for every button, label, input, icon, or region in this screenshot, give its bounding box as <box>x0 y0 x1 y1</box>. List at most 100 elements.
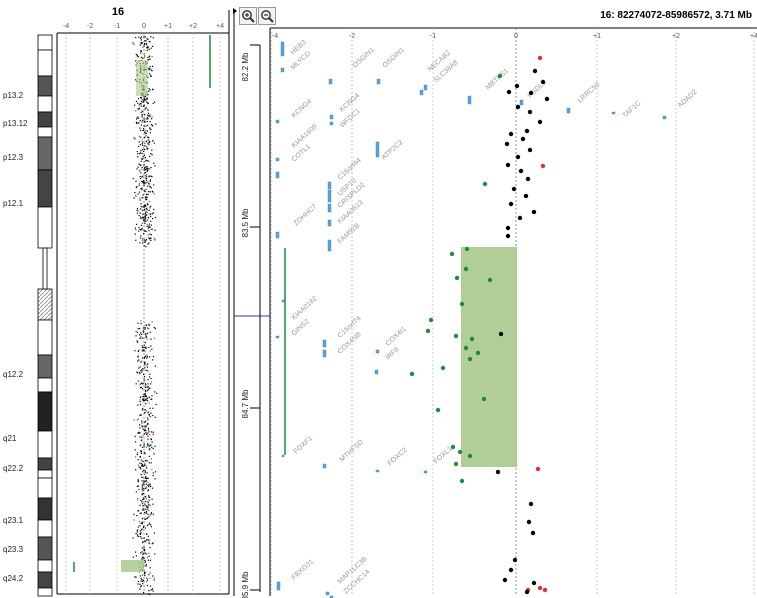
probe-point <box>145 369 147 371</box>
probe-point <box>149 67 151 69</box>
probe-point <box>149 356 151 358</box>
probe-point <box>147 109 149 111</box>
probe-point <box>148 73 151 75</box>
probe-point <box>146 517 148 519</box>
probe-point <box>151 149 153 151</box>
ideogram-band <box>37 469 53 479</box>
probe-point <box>145 433 148 435</box>
probe-point <box>140 111 142 113</box>
probe-point <box>142 497 144 499</box>
probe-point <box>139 586 142 588</box>
probe-point <box>435 407 441 413</box>
probe-point <box>149 407 151 409</box>
probe-point <box>149 559 152 561</box>
probe-point <box>154 445 156 447</box>
probe-point <box>141 42 143 44</box>
probe-point <box>440 365 446 371</box>
probe-point <box>146 108 148 110</box>
probe-point <box>139 175 141 178</box>
probe-point <box>137 117 140 119</box>
gene-box <box>329 114 334 120</box>
probe-point <box>140 462 143 465</box>
zoom-out-button[interactable] <box>258 7 276 25</box>
probe-point <box>143 220 146 222</box>
probe-point <box>143 483 145 485</box>
probe-point <box>138 367 140 369</box>
probe-point <box>151 55 153 58</box>
probe-point <box>136 186 138 188</box>
probe-point <box>152 191 154 193</box>
probe-point <box>147 185 149 187</box>
gene-box <box>327 219 332 227</box>
probe-point <box>142 239 144 242</box>
band-label: q12.2 <box>3 370 24 379</box>
probe-point <box>505 225 511 231</box>
probe-point <box>152 212 154 214</box>
probe-point <box>137 350 139 352</box>
probe-point <box>136 223 138 225</box>
probe-point <box>149 585 152 587</box>
probe-point <box>152 433 154 436</box>
probe-point <box>143 552 145 554</box>
probe-point <box>145 399 147 401</box>
probe-point <box>146 498 148 500</box>
probe-point <box>143 537 145 539</box>
probe-point <box>146 196 148 198</box>
probe-point <box>141 228 143 230</box>
probe-point <box>148 593 150 595</box>
probe-point <box>141 480 143 482</box>
probe-point <box>139 103 141 105</box>
probe-point <box>153 142 155 144</box>
probe-point <box>144 463 146 465</box>
probe-point <box>143 557 145 559</box>
probe-point <box>524 128 530 134</box>
probe-point <box>154 391 156 393</box>
probe-point <box>142 558 144 560</box>
probe-point <box>144 386 147 388</box>
probe-point <box>147 477 149 479</box>
probe-point <box>152 472 154 474</box>
probe-point <box>144 175 146 177</box>
probe-point <box>137 356 139 358</box>
probe-point <box>144 460 147 462</box>
probe-point <box>145 107 147 109</box>
probe-point <box>143 97 145 99</box>
probe-point <box>139 525 141 527</box>
probe-point <box>137 360 139 362</box>
probe-point <box>142 583 144 585</box>
gene-box <box>611 111 616 115</box>
probe-point <box>138 230 140 232</box>
probe-point <box>142 130 144 132</box>
probe-point <box>148 56 150 58</box>
probe-point <box>140 532 142 534</box>
probe-point <box>154 416 156 418</box>
probe-point <box>144 394 146 396</box>
probe-point <box>148 90 150 92</box>
probe-point <box>136 55 139 57</box>
zoom-in-button[interactable] <box>239 7 257 25</box>
gene-label: KIAA0182 <box>291 295 319 321</box>
probe-point <box>148 516 150 518</box>
probe-point <box>147 419 149 421</box>
probe-point <box>146 553 148 555</box>
probe-point <box>145 334 147 336</box>
probe-point <box>144 471 146 473</box>
probe-point <box>144 356 146 358</box>
probe-point <box>502 577 508 583</box>
probe-point <box>145 196 147 198</box>
probe-point <box>135 118 138 120</box>
probe-point <box>148 55 151 57</box>
probe-point <box>143 451 145 454</box>
probe-point <box>150 237 152 239</box>
probe-point <box>141 139 143 141</box>
probe-point <box>148 328 150 330</box>
probe-point <box>138 226 140 229</box>
probe-point <box>145 476 147 478</box>
probe-point <box>137 485 139 487</box>
probe-point <box>144 411 146 414</box>
probe-point <box>143 373 145 376</box>
probe-point <box>150 239 152 242</box>
probe-point <box>149 207 151 209</box>
probe-point <box>141 143 143 145</box>
